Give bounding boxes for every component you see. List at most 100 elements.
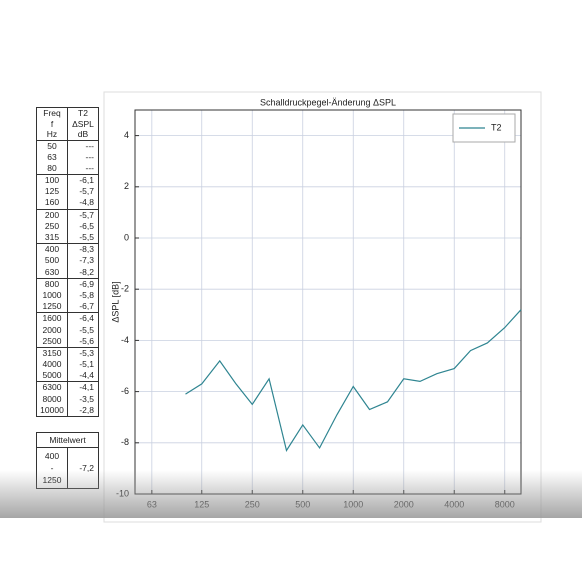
table-row: 50 --- (37, 140, 98, 152)
table-row: 8000 -3,5 (37, 393, 98, 405)
mean-range-text: 400 (44, 451, 60, 461)
table-row: 800 -6,9 (37, 278, 98, 290)
table-row: 400 -8,3 (37, 244, 98, 256)
frequency-cell: 63 (37, 151, 68, 163)
y-tick-label: -6 (121, 386, 129, 396)
table-row: 630 -8,2 (37, 266, 98, 279)
value-cell: --- (85, 162, 95, 173)
frequency-cell: 125 (37, 186, 68, 198)
value-cell: -4,4 (79, 370, 94, 381)
table-row: 250 -6,5 (37, 220, 98, 232)
y-tick-label: 2 (124, 181, 129, 191)
frequency-cell: 250 (37, 220, 68, 232)
frequency-cell: 500 (37, 255, 68, 267)
header-text: Freq (43, 108, 61, 118)
table-row: 5000 -4,4 (37, 370, 98, 383)
frequency-cell: 200 (37, 209, 68, 221)
table-header: Freq f Hz T2 ΔSPL dB (37, 108, 98, 141)
y-axis-label: ΔSPL [dB] (110, 281, 120, 322)
value-cell: --- (85, 151, 95, 162)
value-cell: -5,3 (79, 347, 94, 358)
value-cell: -2,8 (79, 404, 94, 415)
value-cell: -8,3 (79, 244, 94, 255)
frequency-cell: 800 (37, 278, 68, 290)
frequency-cell: 2500 (37, 335, 68, 347)
table-row: 80 --- (37, 162, 98, 176)
y-tick-label: -8 (121, 437, 129, 447)
value-cell: --- (85, 140, 95, 151)
frequency-cell: 6300 (37, 382, 68, 394)
mean-label: Mittelwert (37, 433, 98, 448)
table-row: 1600 -6,4 (37, 313, 98, 325)
header-cell: Freq f Hz (37, 108, 68, 140)
frequency-cell: 400 (37, 244, 68, 256)
table-row: 2000 -5,5 (37, 324, 98, 336)
table-row: 315 -5,5 (37, 232, 98, 245)
header-text: dB (77, 129, 89, 139)
table-body: 50 --- 63 --- 80 --- 100 -6,1 125 -5,7 160 -4,8 200-… (37, 140, 98, 416)
header-text: f (50, 118, 54, 129)
table-row: 100 -6,1 (37, 175, 98, 187)
value-cell: -6,7 (79, 301, 94, 312)
table-row: 125 -5,7 (37, 186, 98, 198)
frequency-cell: 2000 (37, 324, 68, 336)
frequency-cell: 10000 (37, 404, 68, 416)
y-tick-label: 4 (124, 130, 129, 140)
header-text: Hz (46, 129, 58, 139)
value-cell: -6,5 (79, 220, 94, 231)
value-cell: -5,6 (79, 335, 94, 346)
table-row: 500 -7,3 (37, 255, 98, 267)
table-row: 1250 -6,7 (37, 301, 98, 314)
value-cell: -5,7 (79, 186, 94, 197)
frequency-cell: 4000 (37, 359, 68, 371)
table-row: 6300 -4,1 (37, 382, 98, 394)
chart-title: Schalldruckpegel-Änderung ΔSPL (260, 97, 396, 107)
mean-range-text: - (50, 463, 54, 473)
table-row: 2500 -5,6 (37, 335, 98, 348)
frequency-cell: 3150 (37, 347, 68, 360)
frequency-cell: 1000 (37, 289, 68, 302)
y-tick-label: -2 (121, 284, 129, 294)
value-cell: -6,4 (79, 313, 94, 324)
frequency-cell: 80 (37, 162, 68, 175)
mean-value: -7,2 (79, 463, 94, 473)
table-row: 4000 -5,1 (37, 359, 98, 371)
value-cell: -5,5 (79, 324, 94, 335)
frequency-cell: 160 (37, 197, 68, 209)
value-cell: -5,8 (79, 289, 94, 300)
value-cell: -6,9 (79, 278, 94, 289)
bottom-fade (0, 470, 582, 518)
frequency-cell: 100 (37, 175, 68, 187)
value-cell: -4,1 (79, 382, 94, 393)
y-tick-label: -4 (121, 335, 129, 345)
frequency-cell: 630 (37, 266, 68, 278)
table-row: 200 -5,7 (37, 209, 98, 221)
value-cell: -5,1 (79, 359, 94, 370)
data-line (185, 309, 522, 452)
value-cell: -8,2 (79, 266, 94, 277)
plot-area (134, 109, 522, 495)
table-row: 10000 -2,8 (37, 404, 98, 416)
data-table: Freq f Hz T2 ΔSPL dB 50 --- 63 --- 80 --- 100 -6,1 1… (36, 107, 99, 417)
frequency-cell: 1250 (37, 301, 68, 313)
y-tick-label: 0 (124, 232, 129, 242)
value-cell: -6,1 (79, 175, 94, 186)
legend-label: T2 (491, 122, 502, 132)
value-cell: -4,8 (79, 197, 94, 208)
value-cell: -3,5 (79, 393, 94, 404)
table-row: 63 --- (37, 151, 98, 163)
header-text: ΔSPL (72, 118, 94, 129)
value-cell: -5,5 (79, 232, 94, 242)
header-cell: T2 ΔSPL dB (68, 108, 98, 140)
frequency-cell: 5000 (37, 370, 68, 382)
frequency-cell: 50 (37, 140, 68, 152)
table-row: 3150 -5,3 (37, 347, 98, 360)
value-cell: -7,3 (79, 255, 94, 266)
frequency-cell: 8000 (37, 393, 68, 405)
table-row: 1000 -5,8 (37, 289, 98, 302)
header-text: T2 (78, 108, 88, 118)
frequency-cell: 1600 (37, 313, 68, 325)
frequency-cell: 315 (37, 232, 68, 244)
table-row: 160 -4,8 (37, 197, 98, 210)
